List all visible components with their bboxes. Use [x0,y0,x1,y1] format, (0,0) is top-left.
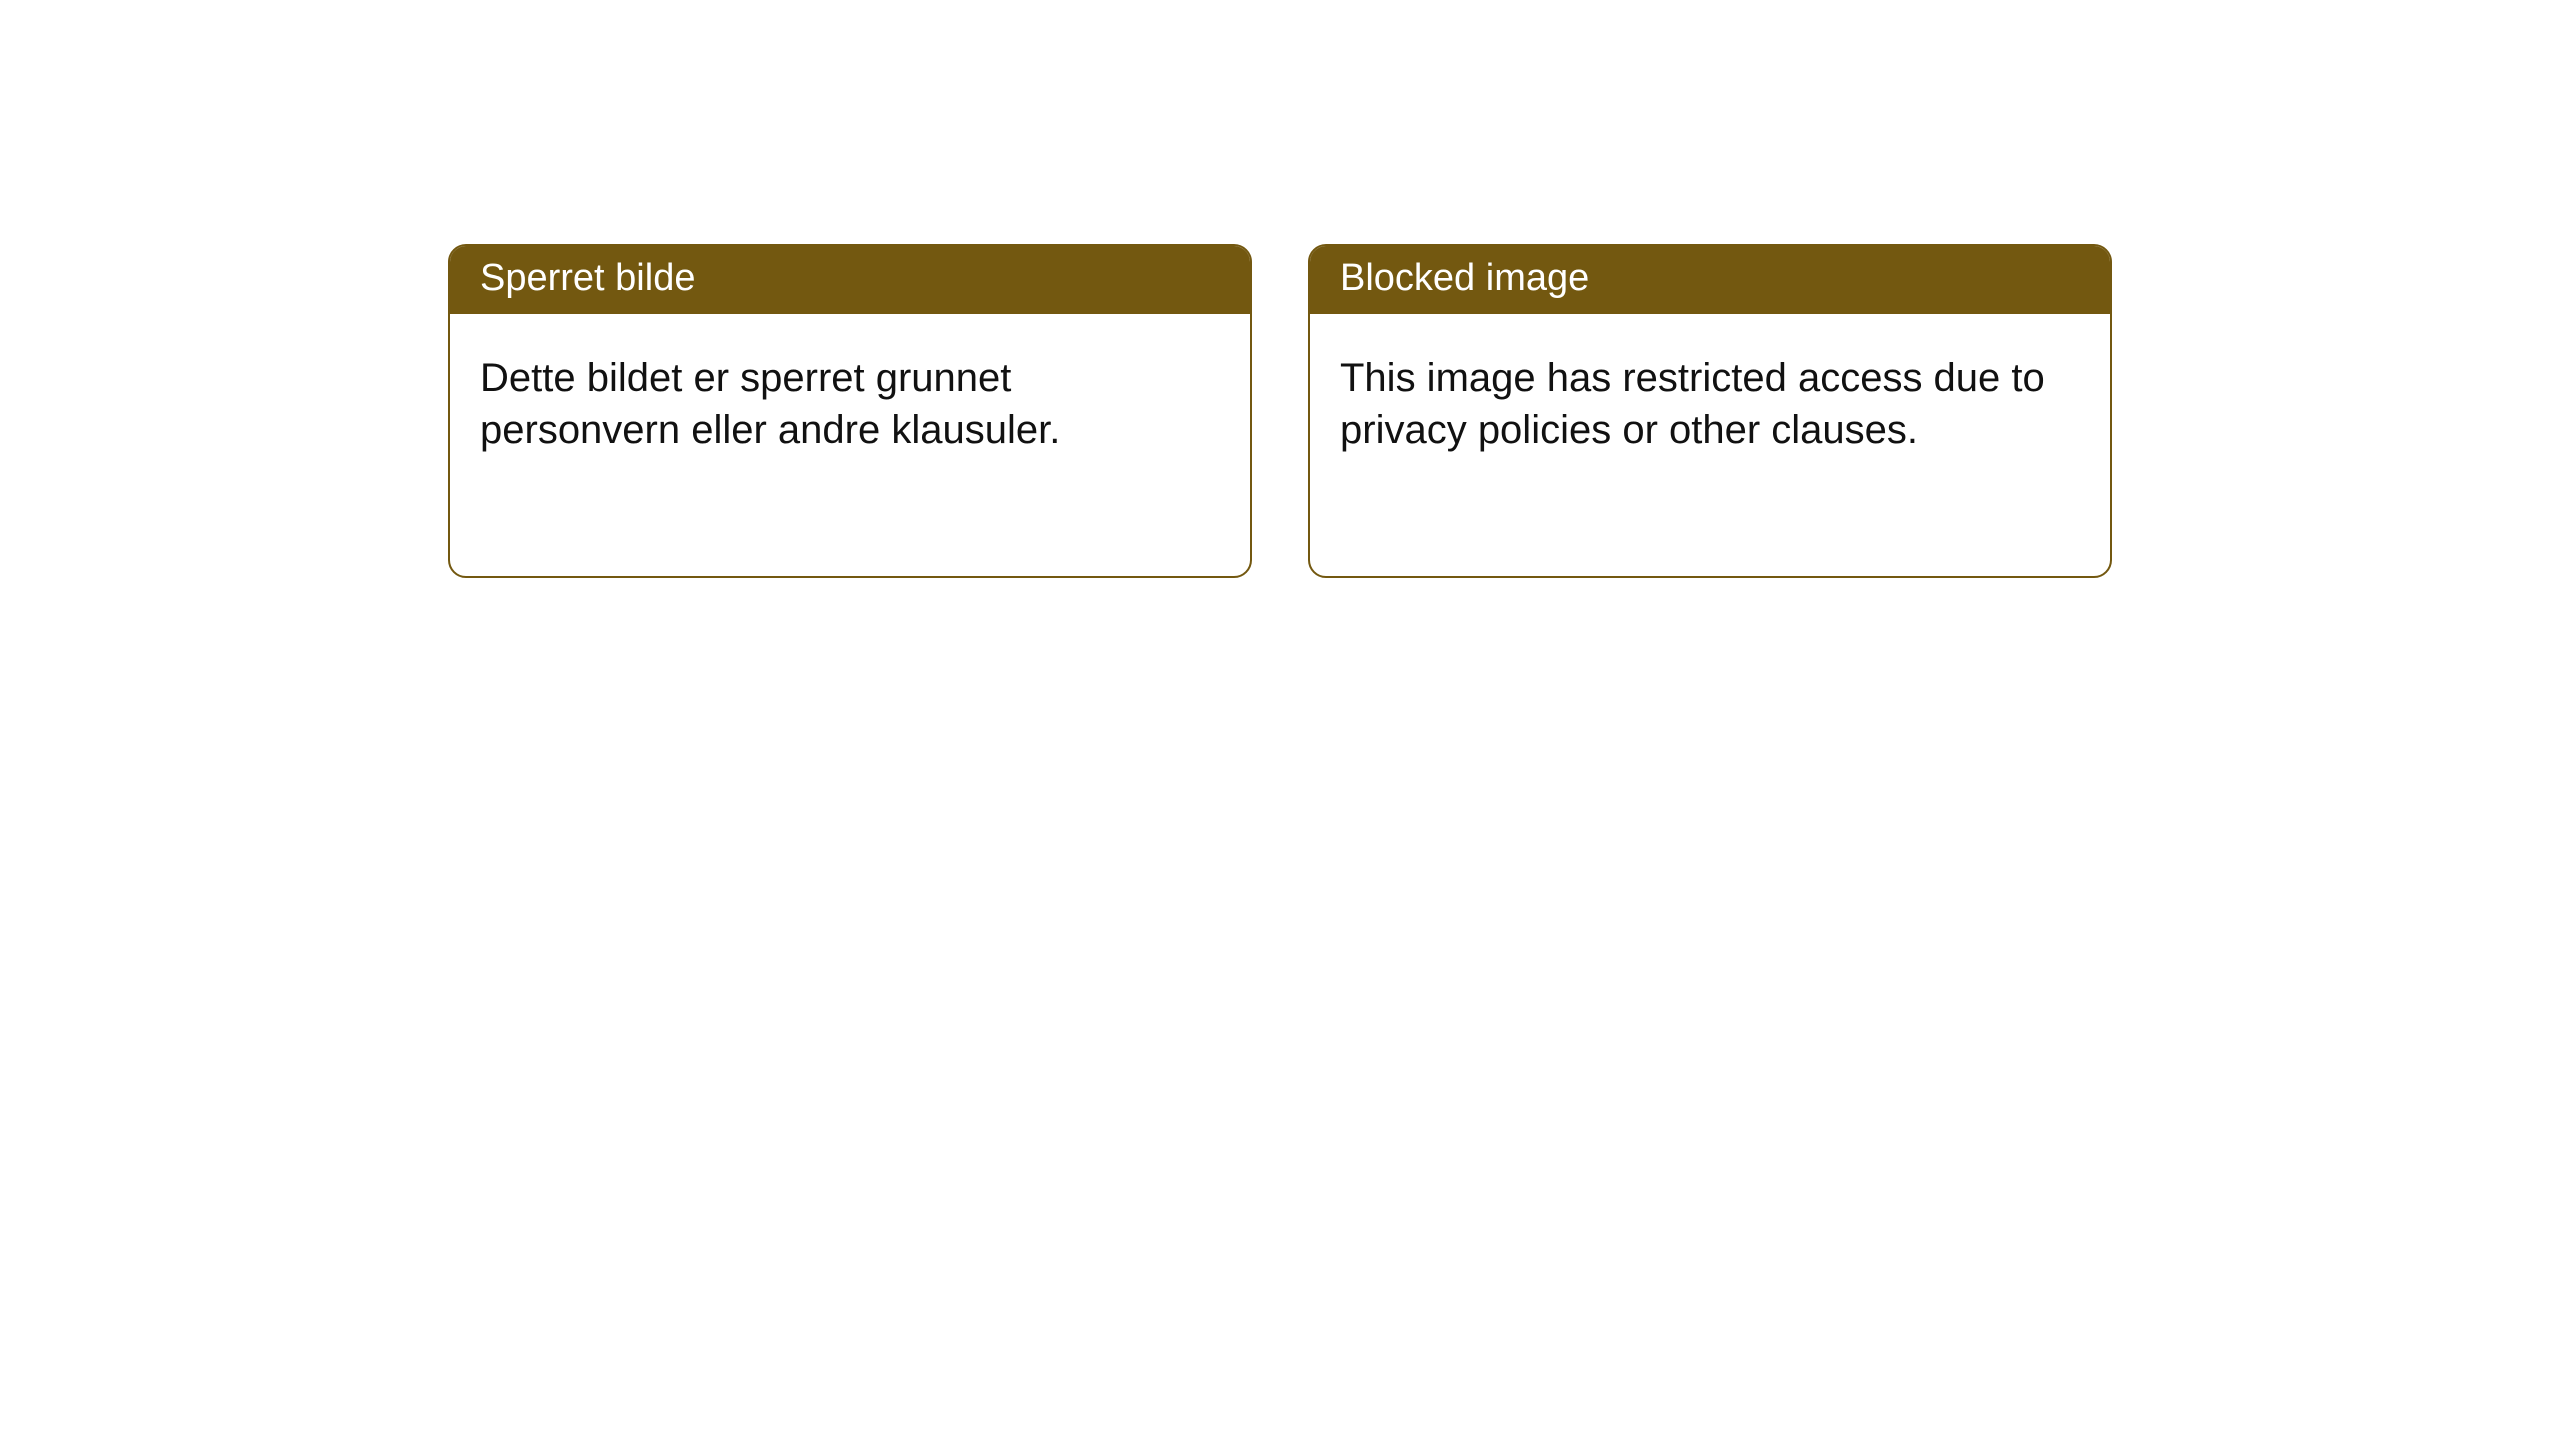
notice-card-norwegian: Sperret bilde Dette bildet er sperret gr… [448,244,1252,578]
card-body: Dette bildet er sperret grunnet personve… [450,314,1250,488]
notice-card-english: Blocked image This image has restricted … [1308,244,2112,578]
card-body-text: This image has restricted access due to … [1340,356,2045,453]
card-body: This image has restricted access due to … [1310,314,2110,488]
card-title: Sperret bilde [480,257,695,299]
card-title: Blocked image [1340,257,1589,299]
notice-cards-container: Sperret bilde Dette bildet er sperret gr… [448,244,2112,578]
card-body-text: Dette bildet er sperret grunnet personve… [480,356,1060,453]
card-header: Sperret bilde [450,246,1250,314]
card-header: Blocked image [1310,246,2110,314]
